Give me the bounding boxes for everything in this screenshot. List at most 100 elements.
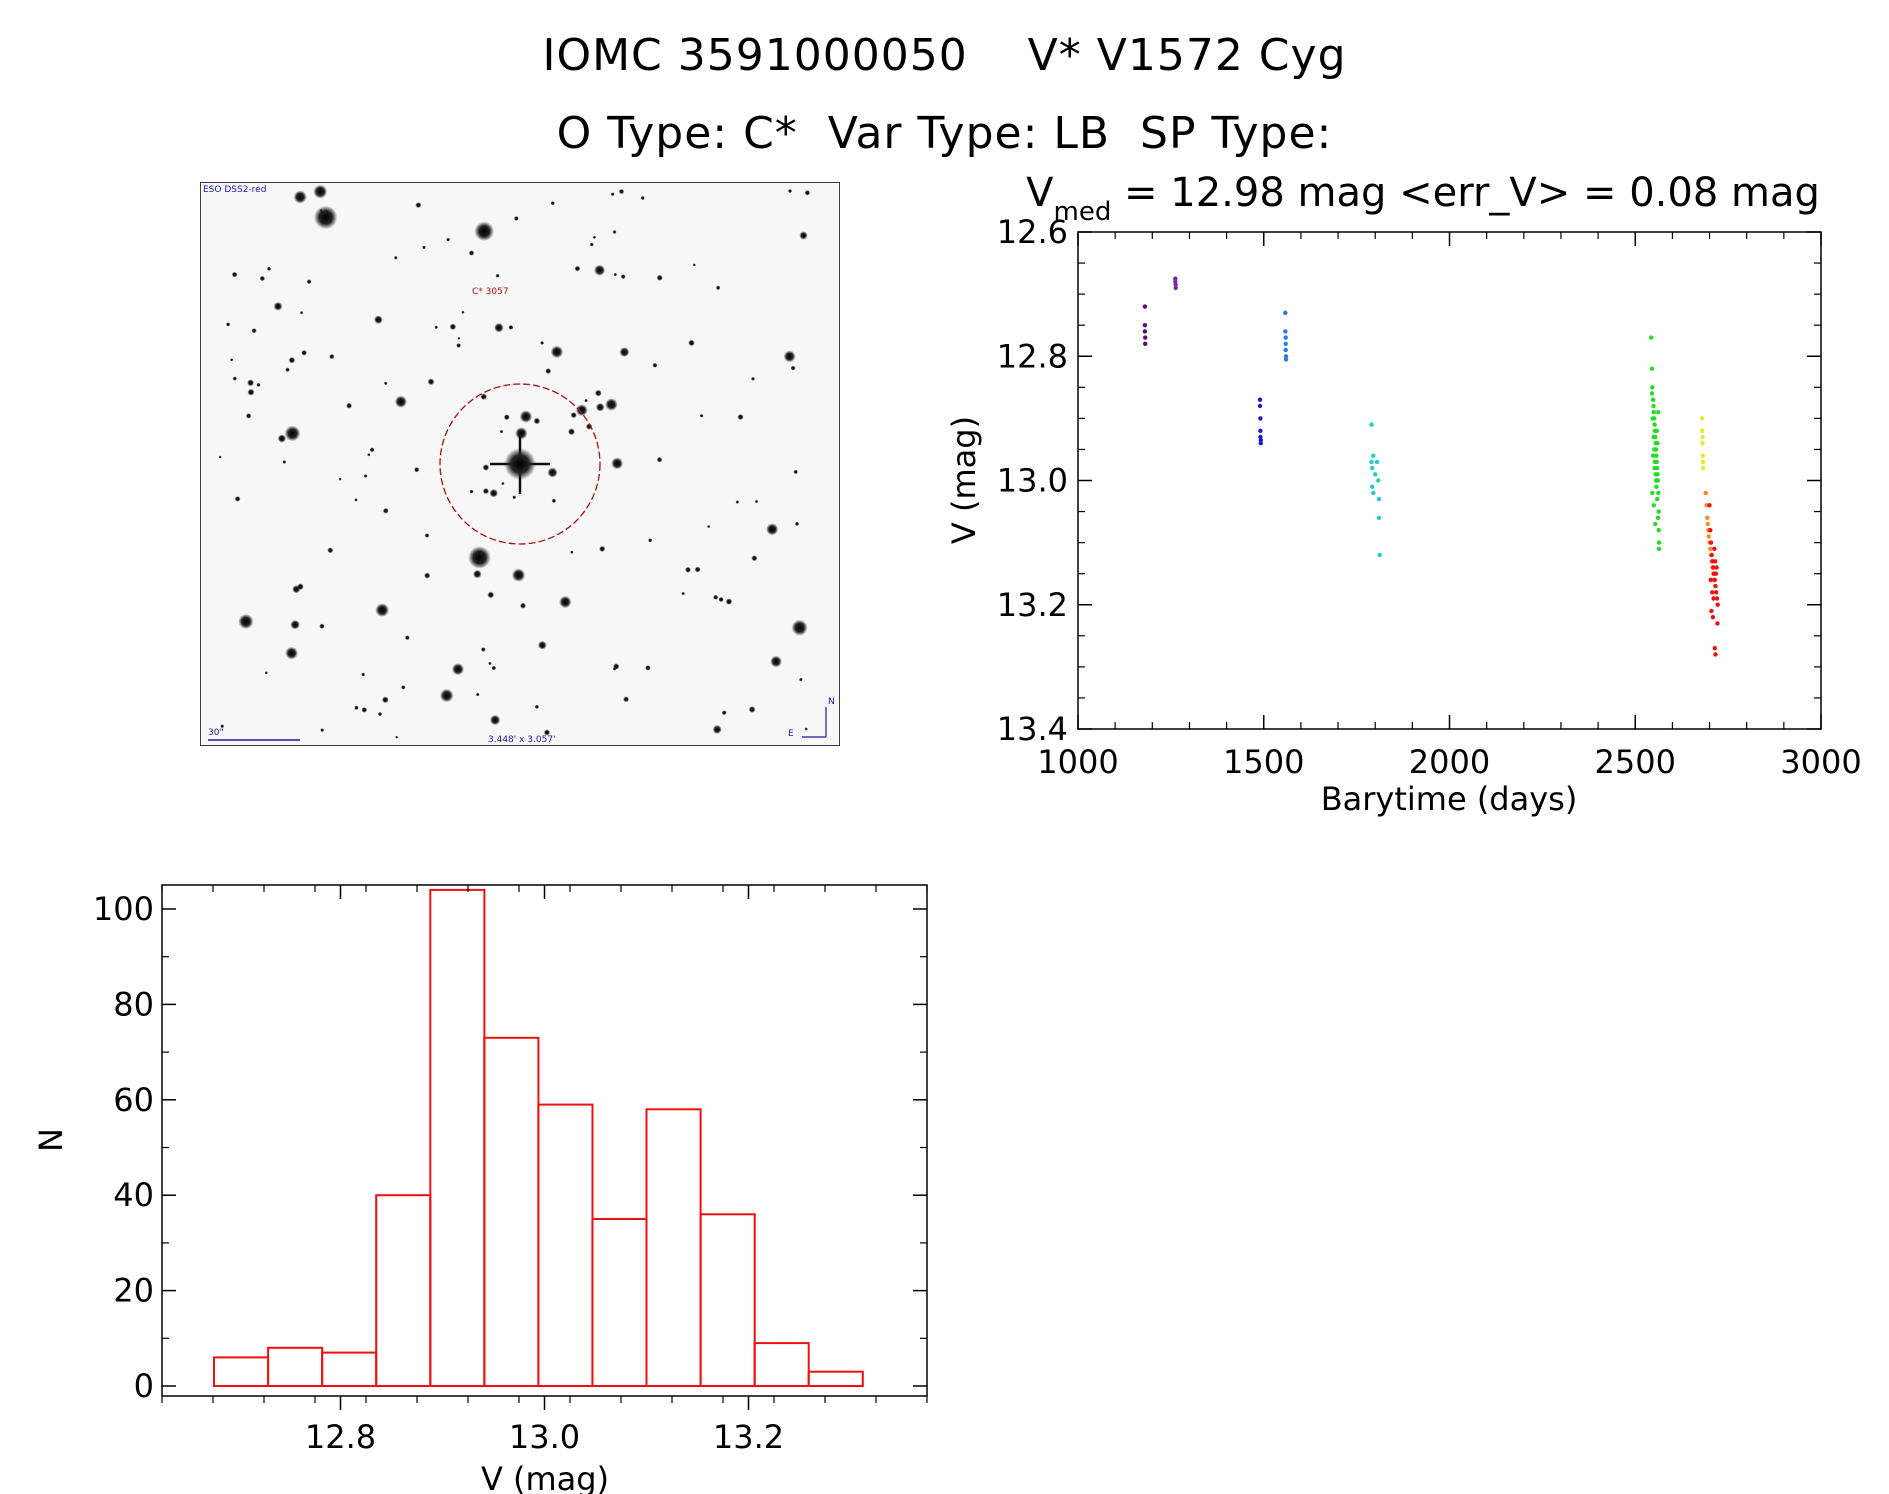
star-blob [725, 598, 733, 605]
lc-point [1283, 357, 1289, 362]
star-blob [480, 647, 486, 652]
star-blob [285, 367, 290, 373]
lc-point [1699, 428, 1705, 433]
lc-point [1283, 310, 1288, 315]
histogram-plot-frame [161, 884, 928, 1397]
star-blob [427, 378, 435, 386]
lc-point [1712, 546, 1717, 551]
lc-point [1700, 434, 1705, 440]
star-blob [488, 661, 492, 666]
star-blob [611, 457, 624, 470]
star-blob [804, 727, 808, 731]
histogram-bar [213, 1356, 270, 1388]
lc-point [1655, 441, 1660, 446]
lc-point [1649, 391, 1655, 396]
star-blob [793, 469, 798, 475]
lc-point [1376, 515, 1382, 520]
star-blob [707, 525, 711, 529]
star-blob [503, 414, 510, 421]
star-blob [599, 545, 606, 552]
lc-point [1711, 596, 1716, 601]
h-ytick-label: 20 [113, 1272, 154, 1310]
star-blob [595, 402, 605, 412]
lc-point [1173, 285, 1178, 291]
star-blob [489, 488, 499, 498]
star-blob [218, 455, 222, 459]
histogram-bar [429, 888, 486, 1388]
star-blob [415, 202, 422, 209]
lc-point [1257, 403, 1263, 409]
star-blob [282, 460, 287, 464]
histogram-bar [267, 1346, 324, 1388]
star-blob [284, 425, 301, 442]
star-blob [424, 533, 430, 538]
star-blob [712, 724, 722, 735]
star-blob [790, 365, 796, 371]
star-blob [434, 325, 438, 330]
histogram-bar [807, 1370, 864, 1387]
star-blob [369, 447, 375, 453]
star-blob [547, 467, 558, 478]
star-blob [361, 672, 366, 677]
scale-label: 30" [208, 728, 224, 738]
target-circle [439, 383, 601, 545]
north-label: N [828, 697, 835, 707]
lc-point [1656, 528, 1661, 533]
star-blob [520, 602, 526, 609]
star-blob [545, 368, 552, 375]
lc-point [1649, 366, 1655, 371]
lightcurve-plot-frame [1077, 231, 1822, 730]
lc-point [1655, 496, 1660, 502]
lc-point [1283, 335, 1288, 340]
star-blob [401, 685, 406, 690]
star-blob [652, 362, 658, 368]
star-blob [612, 667, 617, 671]
lc-point [1652, 447, 1657, 452]
lc-point [1369, 459, 1374, 465]
lc-point [1258, 437, 1264, 443]
star-blob [424, 572, 431, 579]
lc-point [1257, 397, 1263, 402]
lc-point [1714, 565, 1719, 570]
lc-point [1655, 515, 1661, 520]
star-blob [594, 389, 602, 397]
lc-point [1258, 441, 1264, 446]
lc-point [1377, 552, 1382, 558]
histogram-y-label: N [32, 1128, 70, 1152]
field-stars [218, 184, 811, 739]
star-blob [414, 467, 420, 473]
lc-point [1173, 282, 1178, 287]
h-xtick-label: 13.0 [509, 1418, 580, 1456]
star-blob [511, 568, 526, 582]
star-blob [799, 231, 808, 240]
lc-point [1653, 521, 1658, 527]
star-blob [329, 353, 335, 360]
star-blob [570, 412, 577, 419]
lc-ytick-label: 13.0 [997, 462, 1068, 500]
star-blob [721, 710, 727, 716]
finder-image: ESO DSS2-red C* 3057 30" 3.448' x 3.057'… [200, 182, 840, 746]
lc-point [1374, 459, 1380, 465]
lc-point [1706, 534, 1712, 539]
star-blob [290, 619, 300, 630]
lc-point [1654, 484, 1659, 489]
lc-point [1700, 459, 1706, 465]
lc-point [1370, 465, 1375, 471]
lc-point [1650, 385, 1655, 390]
star-blob [491, 665, 497, 671]
lightcurve-x-axis: 1000 1500 2000 2500 3000 [1037, 232, 1862, 781]
lc-point [1652, 459, 1658, 465]
lc-point [1712, 646, 1718, 651]
star-blob [537, 640, 547, 650]
lc-point [1711, 565, 1716, 570]
lc-point [1714, 590, 1719, 595]
lc-point [1376, 478, 1381, 483]
star-blob [446, 237, 451, 242]
star-blob [605, 398, 618, 411]
star-blob [374, 315, 383, 325]
star-blob [656, 456, 663, 463]
star-blob [543, 729, 551, 736]
star-blob [377, 711, 383, 717]
star-blob [489, 714, 501, 726]
object-type-line: O Type: C* Var Type: LB SP Type: [556, 108, 1333, 159]
